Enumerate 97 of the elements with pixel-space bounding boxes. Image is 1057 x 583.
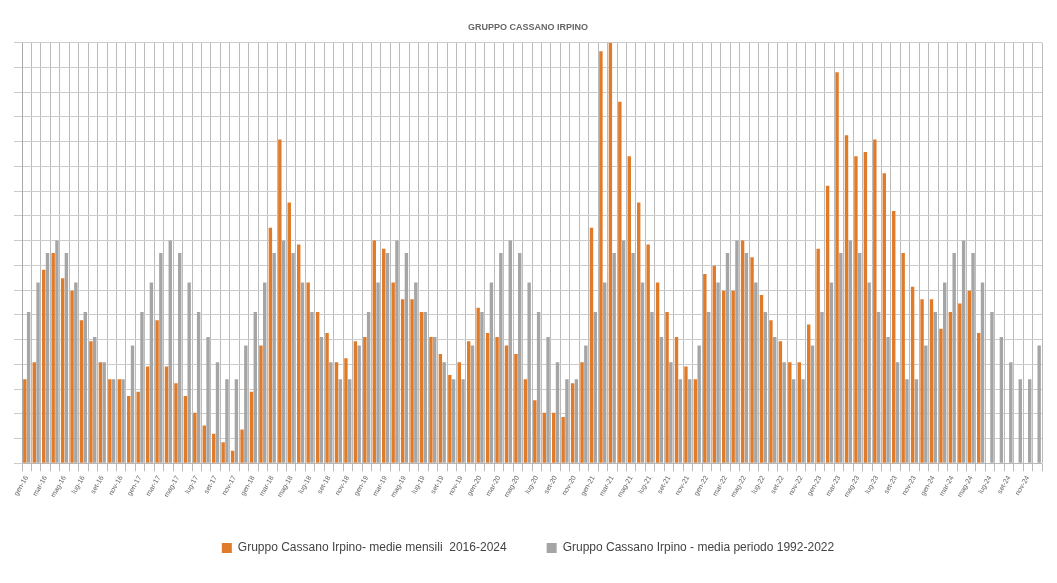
- bar: [187, 282, 191, 463]
- bar: [527, 282, 531, 463]
- bar: [665, 311, 669, 463]
- bar: [55, 240, 59, 463]
- bar: [159, 253, 163, 463]
- bar: [325, 332, 329, 463]
- bar: [357, 345, 361, 463]
- bar: [310, 311, 314, 463]
- bar: [750, 257, 754, 463]
- chart-title: GRUPPO CASSANO IRPINO: [467, 21, 589, 32]
- bar: [920, 299, 924, 463]
- bar: [480, 311, 484, 463]
- bar: [839, 253, 843, 463]
- bar: [584, 345, 588, 463]
- bar: [703, 274, 707, 463]
- bar: [886, 337, 890, 463]
- bar: [102, 362, 106, 463]
- bar: [306, 282, 310, 463]
- bar: [1037, 345, 1041, 463]
- bar: [174, 383, 178, 463]
- bar: [259, 345, 263, 463]
- bar: [684, 366, 688, 463]
- bar: [716, 282, 720, 463]
- bar: [376, 282, 380, 463]
- bar: [1009, 362, 1013, 463]
- bar: [344, 358, 348, 463]
- bar: [816, 248, 820, 463]
- bar: [924, 345, 928, 463]
- legend-label: Gruppo Cassano Irpino - media periodo 1992-2022: [562, 540, 835, 555]
- bar: [429, 337, 433, 463]
- bar: [873, 139, 877, 463]
- bar: [939, 328, 943, 463]
- bar: [952, 253, 956, 463]
- bar: [499, 253, 503, 463]
- bar: [461, 379, 465, 463]
- bar: [193, 412, 197, 463]
- bar: [650, 311, 654, 463]
- bar: [476, 307, 480, 463]
- bar: [244, 345, 248, 463]
- bar: [854, 156, 858, 463]
- bar: [329, 362, 333, 463]
- bar: [410, 299, 414, 463]
- bar: [565, 379, 569, 463]
- bar: [395, 240, 399, 463]
- bar: [391, 282, 395, 463]
- bar: [121, 379, 125, 463]
- bar: [23, 379, 27, 463]
- bar: [631, 253, 635, 463]
- bar: [74, 282, 78, 463]
- legend-label: Gruppo Cassano Irpino- medie mensili 2016-2024: [237, 540, 507, 555]
- bar: [414, 282, 418, 463]
- bar: [646, 244, 650, 463]
- bar: [990, 311, 994, 463]
- bar: [448, 374, 452, 463]
- bar: [782, 362, 786, 463]
- bar: [905, 379, 909, 463]
- bar: [136, 391, 140, 463]
- bar: [155, 320, 159, 463]
- bar: [70, 290, 74, 463]
- bar: [867, 282, 871, 463]
- bar: [533, 400, 537, 463]
- bar: [36, 282, 40, 463]
- bar: [735, 240, 739, 463]
- bar: [788, 362, 792, 463]
- bar: [618, 101, 622, 463]
- bar: [206, 337, 210, 463]
- bar: [140, 311, 144, 463]
- bar: [221, 442, 225, 463]
- bar: [697, 345, 701, 463]
- bar: [51, 253, 55, 463]
- bar: [820, 311, 824, 463]
- bar: [901, 253, 905, 463]
- bar: [754, 282, 758, 463]
- bar: [958, 303, 962, 463]
- bar: [971, 253, 975, 463]
- bar: [669, 362, 673, 463]
- bar: [731, 290, 735, 463]
- bar: [546, 337, 550, 463]
- bar: [580, 362, 584, 463]
- bar: [612, 253, 616, 463]
- bar: [202, 425, 206, 463]
- bar: [769, 320, 773, 463]
- bar: [240, 429, 244, 463]
- bar: [801, 379, 805, 463]
- bar: [363, 337, 367, 463]
- bar: [272, 253, 276, 463]
- bar: [561, 417, 565, 463]
- bar: [278, 139, 282, 463]
- bar: [291, 253, 295, 463]
- bar: [225, 379, 229, 463]
- bar: [108, 379, 112, 463]
- bar: [89, 341, 93, 463]
- bar: [442, 362, 446, 463]
- bar: [835, 72, 839, 463]
- bar: [599, 51, 603, 463]
- bar: [514, 353, 518, 463]
- bar: [495, 337, 499, 463]
